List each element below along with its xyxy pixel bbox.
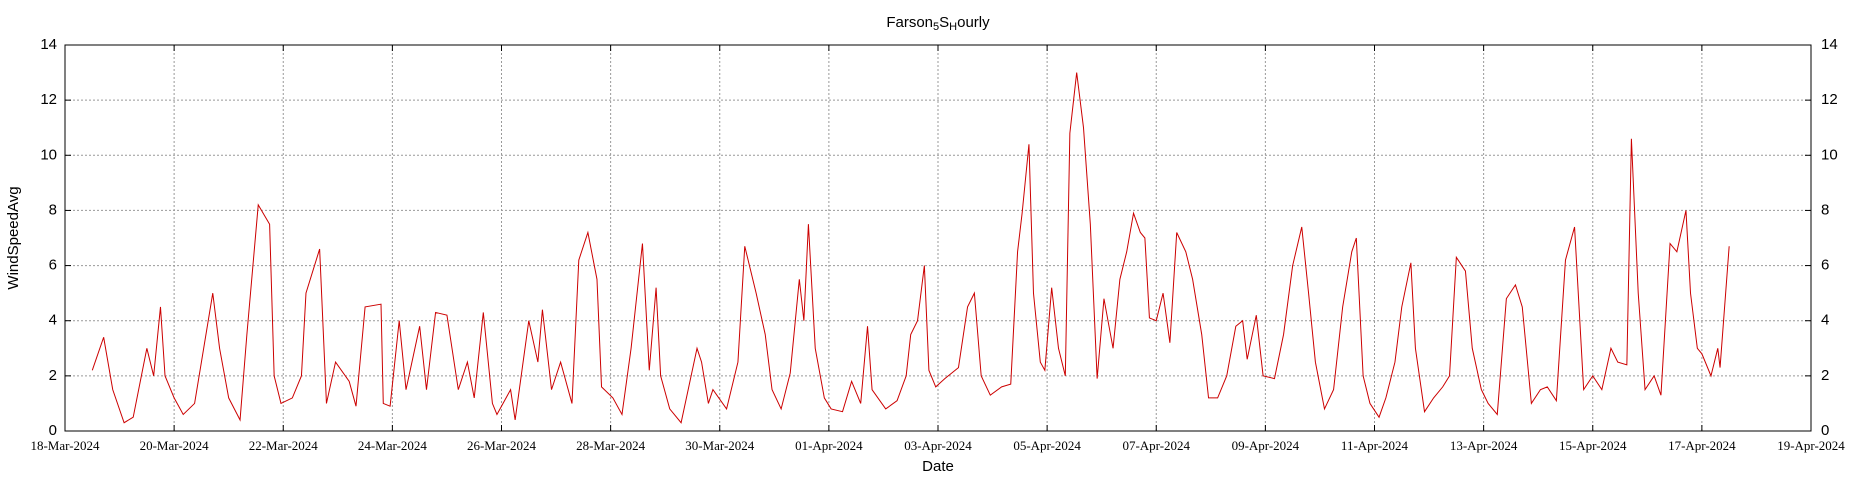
chart-title: Farson5SHourly: [886, 14, 990, 33]
x-tick-label: 07-Apr-2024: [1122, 438, 1190, 453]
x-tick-label: 13-Apr-2024: [1450, 438, 1518, 453]
y-tick-label: 0: [49, 422, 57, 439]
y2-tick-label: 8: [1821, 201, 1829, 218]
y2-tick-label: 14: [1821, 36, 1838, 53]
y2-tick-label: 2: [1821, 367, 1829, 384]
x-tick-label: 03-Apr-2024: [904, 438, 972, 453]
x-tick-label: 15-Apr-2024: [1559, 438, 1627, 453]
title-part: H: [949, 21, 957, 33]
y-tick-label: 6: [49, 257, 57, 274]
x-tick-label: 20-Mar-2024: [140, 438, 210, 453]
y-tick-label: 12: [40, 91, 57, 108]
x-tick-label: 01-Apr-2024: [795, 438, 863, 453]
y-tick-label: 2: [49, 367, 57, 384]
x-tick-label: 26-Mar-2024: [467, 438, 537, 453]
y-tick-label: 14: [40, 36, 57, 53]
title-part: Farson: [886, 14, 933, 31]
y2-tick-label: 4: [1821, 312, 1829, 329]
x-tick-label: 30-Mar-2024: [685, 438, 755, 453]
y2-tick-label: 0: [1821, 422, 1829, 439]
title-part: S: [939, 14, 949, 31]
x-tick-label: 05-Apr-2024: [1013, 438, 1081, 453]
y2-tick-label: 6: [1821, 257, 1829, 274]
y2-tick-label: 12: [1821, 91, 1838, 108]
y-tick-label: 8: [49, 201, 57, 218]
y-axis-label: WindSpeedAvg: [5, 186, 22, 289]
x-tick-label: 28-Mar-2024: [576, 438, 646, 453]
title-part: ourly: [957, 14, 990, 31]
x-tick-label: 19-Apr-2024: [1777, 438, 1845, 453]
x-tick-label: 24-Mar-2024: [358, 438, 428, 453]
plot-frame: [64, 44, 1812, 432]
x-tick-label: 22-Mar-2024: [249, 438, 319, 453]
x-tick-label: 09-Apr-2024: [1232, 438, 1300, 453]
title-part: 5: [933, 21, 939, 33]
x-tick-label: 11-Apr-2024: [1341, 438, 1409, 453]
y-tick-label: 4: [49, 312, 57, 329]
y-tick-label: 10: [40, 146, 57, 163]
x-tick-label: 17-Apr-2024: [1668, 438, 1736, 453]
x-tick-label: 18-Mar-2024: [30, 438, 100, 453]
x-axis-label: Date: [922, 458, 954, 475]
y2-tick-label: 10: [1821, 146, 1838, 163]
data-line: [91, 72, 1730, 424]
